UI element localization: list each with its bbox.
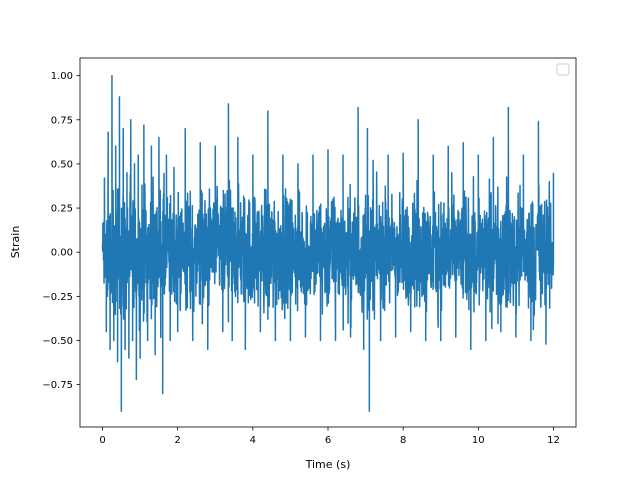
x-tick-label: 0 — [99, 435, 105, 446]
plot-area — [101, 74, 555, 412]
x-tick-label: 2 — [175, 435, 181, 446]
y-tick-label: 0.25 — [51, 204, 73, 215]
x-tick-label: 8 — [400, 435, 406, 446]
series-line — [101, 74, 555, 412]
y-tick-label: −0.75 — [42, 380, 73, 391]
y-tick-label: −0.50 — [42, 336, 73, 347]
y-tick-label: 0.00 — [51, 248, 73, 259]
axes: 0 2 4 6 8 10 12 −0.75 −0.50 −0.25 0.00 0.25 0.50 0.75… — [42, 57, 577, 446]
y-tick-label: −0.25 — [42, 292, 73, 303]
x-tick-label: 6 — [325, 435, 331, 446]
legend-box — [556, 63, 570, 76]
x-tick-label: 4 — [250, 435, 256, 446]
x-tick-label: 10 — [472, 435, 485, 446]
x-tick-label: 12 — [547, 435, 560, 446]
y-tick-label: 1.00 — [51, 71, 73, 82]
y-tick-label: 0.50 — [51, 159, 73, 170]
y-axis-label: Strain — [9, 226, 22, 259]
y-tick-label: 0.75 — [51, 115, 73, 126]
x-axis-label: Time (s) — [305, 458, 351, 471]
